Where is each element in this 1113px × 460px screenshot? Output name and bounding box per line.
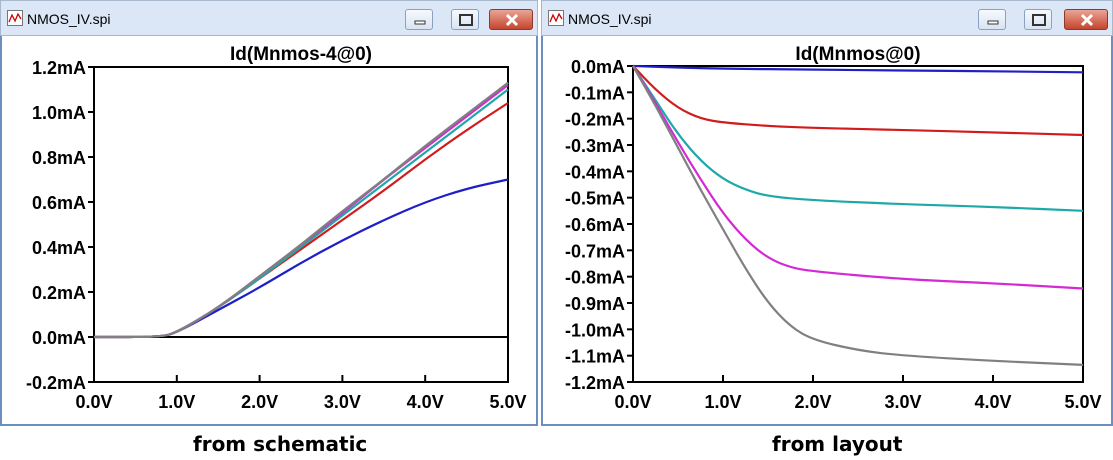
window-frame [541,36,1113,426]
maximize-button[interactable] [451,9,479,30]
trace-5[interactable] [632,65,1084,366]
caption-right: from layout [772,432,903,456]
x-tick-label: 1.0V [704,392,741,412]
window-title: NMOS_IV.spi [568,11,652,27]
trace-3[interactable] [632,65,1084,212]
trace-1[interactable] [93,178,509,339]
y-tick-label: 0.6mA [32,193,86,213]
plot-area-border [93,66,509,383]
ltspice-waveform-icon [548,10,564,26]
plot-title: Id(Mnmos@0) [795,44,920,65]
x-tick-label: 0.0V [75,392,112,412]
close-button[interactable] [1064,9,1108,30]
y-tick-label: 0.0mA [32,328,86,348]
ltspice-waveform-icon [7,10,23,26]
y-tick-label: 1.2mA [32,58,86,78]
x-tick-label: 4.0V [974,392,1011,412]
y-tick-label: -0.7mA [565,241,625,261]
y-tick-label: 0.2mA [32,283,86,303]
waveform-window-right[interactable]: NMOS_IV.spi Id(Mnmos@0) 0.0V 1.0V 2.0V 3.0V 4… [541,0,1113,426]
x-tick-label: 0.0V [614,392,651,412]
y-tick-label: 1.0mA [32,103,86,123]
x-tick-label: 5.0V [489,392,526,412]
title-bar[interactable]: NMOS_IV.spi [541,0,1113,36]
y-tick-label: -0.9mA [565,294,625,314]
y-tick-label: -1.2mA [565,373,625,393]
y-tick-label: -0.2mA [26,373,86,393]
y-tick-label: 0.8mA [32,148,86,168]
y-tick-label: -1.0mA [565,320,625,340]
title-bar[interactable]: NMOS_IV.spi [0,0,538,36]
trace-3[interactable] [93,88,509,339]
minimize-icon [414,20,426,25]
y-tick-label: -0.1mA [565,83,625,103]
y-tick-label: -0.5mA [565,189,625,209]
trace-2[interactable] [632,65,1084,137]
x-tick-label: 3.0V [324,392,361,412]
maximize-icon [459,14,473,26]
y-tick-label: -0.4mA [565,162,625,182]
trace-4[interactable] [632,65,1084,290]
waveform-window-left[interactable]: NMOS_IV.spi Id(Mnmos-4@0) 0.0V 1.0V 2.0V 3.0… [0,0,538,426]
plot-title: Id(Mnmos-4@0) [230,44,372,65]
x-tick-label: 5.0V [1064,392,1101,412]
trace-5[interactable] [93,81,509,339]
x-tick-label: 3.0V [884,392,921,412]
y-tick-label: -0.2mA [565,110,625,130]
minimize-button[interactable] [978,9,1006,30]
y-tick-label: 0.0mA [571,57,625,77]
close-button[interactable] [489,9,533,30]
trace-4[interactable] [93,84,509,339]
x-tick-label: 4.0V [407,392,444,412]
waveform-plot-right[interactable]: Id(Mnmos@0) 0.0V 1.0V 2.0V 3.0V 4.0V 5.0V 0.0mA… [541,36,1113,426]
x-tick-label: 1.0V [158,392,195,412]
x-tick-label: 2.0V [794,392,831,412]
waveform-plot-left[interactable]: Id(Mnmos-4@0) 0.0V 1.0V 2.0V 3.0V 4.0V 5.0V 1.2… [0,36,538,426]
close-icon [505,13,519,27]
x-tick-label: 2.0V [241,392,278,412]
window-frame [0,36,538,426]
minimize-icon [987,20,999,25]
caption-left: from schematic [193,432,368,456]
maximize-icon [1032,14,1046,26]
y-tick-label: -0.8mA [565,268,625,288]
y-tick-label: 0.4mA [32,238,86,258]
y-tick-label: -0.3mA [565,136,625,156]
y-tick-label: -1.1mA [565,347,625,367]
minimize-button[interactable] [405,9,433,30]
y-tick-label: -0.6mA [565,215,625,235]
plot-area-border [632,65,1084,383]
trace-1[interactable] [632,64,1084,74]
window-title: NMOS_IV.spi [27,11,111,27]
close-icon [1080,13,1094,27]
maximize-button[interactable] [1024,9,1052,30]
